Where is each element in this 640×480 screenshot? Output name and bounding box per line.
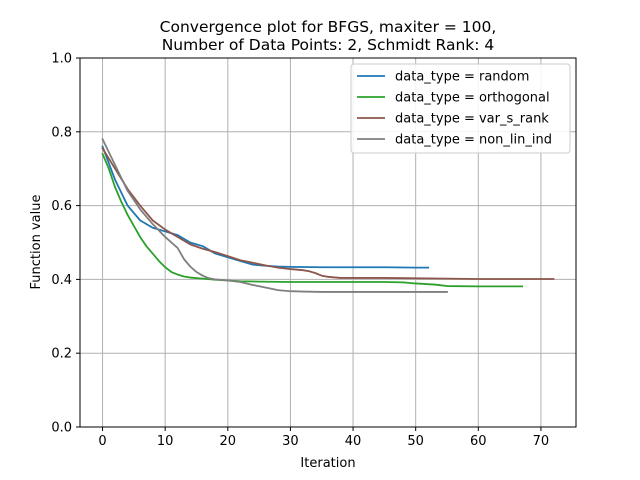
- chart-title-line-1: Convergence plot for BFGS, maxiter = 100…: [160, 18, 497, 36]
- y-tick-label: 0.4: [51, 273, 72, 288]
- y-axis-label: Function value: [29, 195, 44, 290]
- y-tick-label: 1.0: [51, 52, 72, 67]
- y-tick-label: 0.2: [51, 347, 72, 362]
- axis-ticks: 0 10 20 30 40 50 60 70 0.0 0.2 0.4 0.6 0.8 1.0: [51, 52, 549, 450]
- plot-frame: [79, 57, 577, 428]
- legend-entry-2: data_type = var_s_rank: [395, 112, 549, 127]
- x-axis-label: Iteration: [300, 456, 355, 471]
- x-tick-label: 20: [220, 434, 237, 449]
- series-line-0: [101, 145, 430, 269]
- legend-box: [350, 63, 571, 154]
- series-line-3: [101, 137, 448, 293]
- x-tick-label: 60: [470, 434, 487, 449]
- x-tick-label: 40: [345, 434, 362, 449]
- x-tick-label: 0: [98, 434, 106, 449]
- legend-entry-0: data_type = random: [395, 70, 529, 85]
- series-lines: [101, 137, 555, 293]
- y-tick-label: 0.0: [51, 421, 72, 436]
- x-tick-label: 30: [282, 434, 299, 449]
- y-tick-label: 0.8: [51, 125, 72, 140]
- legend-entry-1: data_type = orthogonal: [395, 91, 550, 106]
- y-tick-label: 0.6: [51, 199, 72, 214]
- x-tick-label: 10: [157, 434, 174, 449]
- legend-entry-3: data_type = non_lin_ind: [395, 133, 552, 148]
- series-line-1: [101, 152, 524, 288]
- legend: data_type = random data_type = orthogonal…: [350, 63, 571, 154]
- x-tick-label: 70: [533, 434, 550, 449]
- x-tick-label: 50: [407, 434, 424, 449]
- series-line-2: [101, 147, 555, 280]
- chart-title-line-2: Number of Data Points: 2, Schmidt Rank: …: [162, 36, 495, 54]
